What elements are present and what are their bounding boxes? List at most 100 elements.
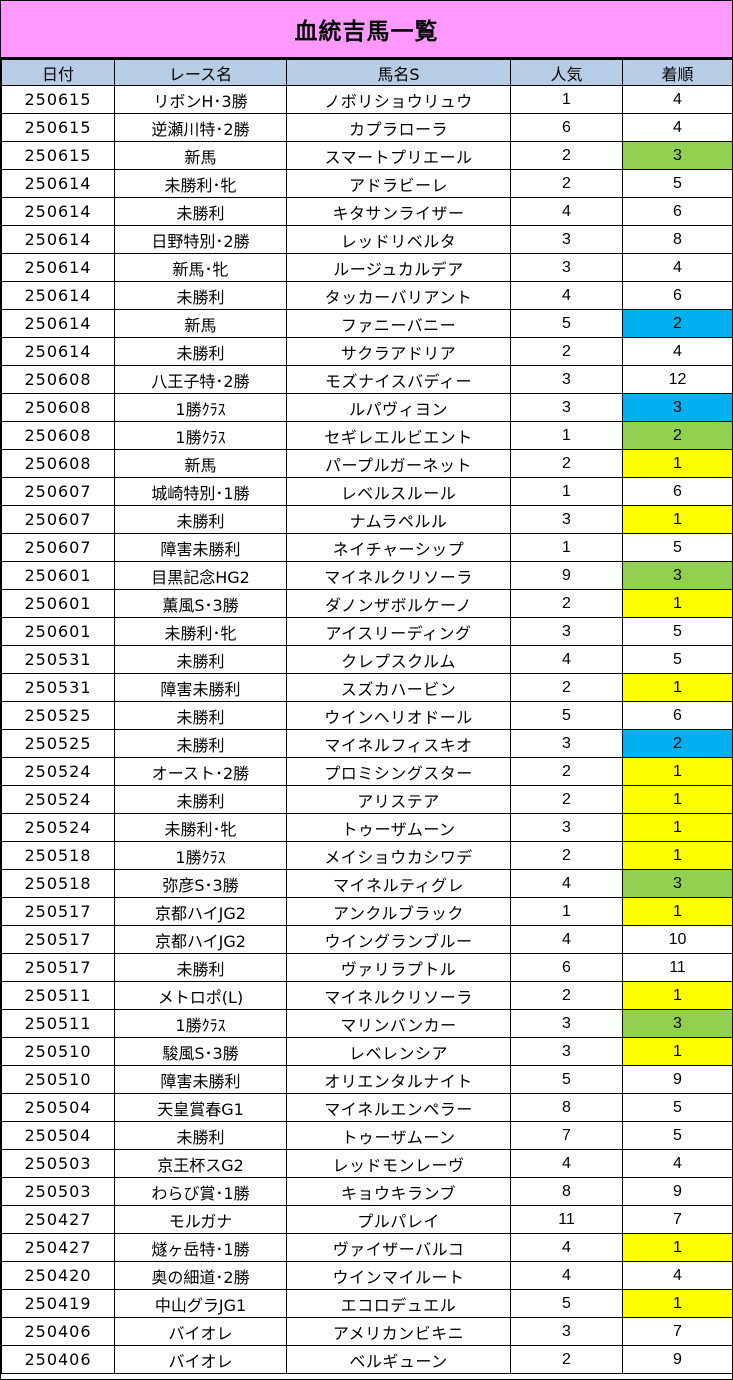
date-cell: 250524 xyxy=(1,813,115,842)
table-row: 250601 薫風S･3勝 ダノンザボルケーノ 2 1 xyxy=(1,589,733,618)
table-row: 250615 リボンH･3勝 ノボリショウリュウ 1 4 xyxy=(1,85,733,114)
race-name-cell: 京都ハイJG2 xyxy=(114,925,287,954)
race-name-cell: バイオレ xyxy=(114,1345,287,1374)
popularity-cell: 2 xyxy=(510,673,623,702)
horse-name-cell: カプラローラ xyxy=(286,113,511,142)
table-row: 250614 未勝利 サクラアドリア 2 4 xyxy=(1,337,733,366)
table-row: 250614 日野特別･2勝 レッドリベルタ 3 8 xyxy=(1,225,733,254)
popularity-cell: 2 xyxy=(510,841,623,870)
finish-cell: 1 xyxy=(622,897,733,926)
table-row: 250518 弥彦S･3勝 マイネルティグレ 4 3 xyxy=(1,869,733,898)
popularity-cell: 2 xyxy=(510,757,623,786)
date-cell: 250615 xyxy=(1,113,115,142)
table-row: 250511 メトロポ(L) マイネルクリソーラ 2 1 xyxy=(1,981,733,1010)
race-name-cell: 1勝ｸﾗｽ xyxy=(114,841,287,870)
table-row: 250510 駿風S･3勝 レベレンシア 3 1 xyxy=(1,1037,733,1066)
finish-cell: 7 xyxy=(622,1205,733,1234)
header-horse-name: 馬名S xyxy=(286,59,511,86)
finish-cell: 5 xyxy=(622,1121,733,1150)
date-cell: 250517 xyxy=(1,953,115,982)
race-name-cell: 逆瀬川特･2勝 xyxy=(114,113,287,142)
popularity-cell: 4 xyxy=(510,281,623,310)
popularity-cell: 2 xyxy=(510,141,623,170)
race-name-cell: 未勝利･牝 xyxy=(114,169,287,198)
race-name-cell: 天皇賞春G1 xyxy=(114,1093,287,1122)
popularity-cell: 1 xyxy=(510,477,623,506)
horse-name-cell: セギレエルビエント xyxy=(286,421,511,450)
header-date: 日付 xyxy=(1,59,115,86)
horse-name-cell: レベレンシア xyxy=(286,1037,511,1066)
date-cell: 250615 xyxy=(1,141,115,170)
race-name-cell: 日野特別･2勝 xyxy=(114,225,287,254)
table-row: 250504 天皇賞春G1 マイネルエンペラー 8 5 xyxy=(1,1093,733,1122)
finish-cell: 5 xyxy=(622,533,733,562)
results-table: 日付 レース名 馬名S 人気 着順 250615 リボンH･3勝 ノボリショウリュウ… xyxy=(1,59,733,1374)
horse-name-cell: マイネルクリソーラ xyxy=(286,561,511,590)
table-row: 250427 モルガナ プルパレイ 11 7 xyxy=(1,1205,733,1234)
table-row: 250525 未勝利 ウインヘリオドール 5 6 xyxy=(1,701,733,730)
race-name-cell: 未勝利 xyxy=(114,197,287,226)
table-row: 250517 京都ハイJG2 アンクルブラック 1 1 xyxy=(1,897,733,926)
date-cell: 250614 xyxy=(1,197,115,226)
finish-cell: 1 xyxy=(622,673,733,702)
date-cell: 250607 xyxy=(1,477,115,506)
race-name-cell: 1勝ｸﾗｽ xyxy=(114,421,287,450)
horse-name-cell: マリンバンカー xyxy=(286,1009,511,1038)
horse-name-cell: スズカハービン xyxy=(286,673,511,702)
horse-name-cell: ノボリショウリュウ xyxy=(286,85,511,114)
horse-name-cell: ウイングランブルー xyxy=(286,925,511,954)
finish-cell: 1 xyxy=(622,785,733,814)
date-cell: 250615 xyxy=(1,85,115,114)
race-name-cell: 駿風S･3勝 xyxy=(114,1037,287,1066)
finish-cell: 1 xyxy=(622,1233,733,1262)
race-name-cell: 新馬 xyxy=(114,449,287,478)
date-cell: 250531 xyxy=(1,673,115,702)
date-cell: 250614 xyxy=(1,337,115,366)
date-cell: 250601 xyxy=(1,561,115,590)
header-finish: 着順 xyxy=(622,59,733,86)
race-name-cell: 弥彦S･3勝 xyxy=(114,869,287,898)
table-row: 250518 1勝ｸﾗｽ メイショウカシワデ 2 1 xyxy=(1,841,733,870)
date-cell: 250518 xyxy=(1,869,115,898)
horse-name-cell: ルパヴィヨン xyxy=(286,393,511,422)
table-row: 250406 バイオレ ベルギューン 2 9 xyxy=(1,1345,733,1374)
popularity-cell: 3 xyxy=(510,1037,623,1066)
date-cell: 250524 xyxy=(1,785,115,814)
popularity-cell: 1 xyxy=(510,533,623,562)
horse-name-cell: モズナイスバディー xyxy=(286,365,511,394)
finish-cell: 11 xyxy=(622,953,733,982)
finish-cell: 3 xyxy=(622,1009,733,1038)
date-cell: 250503 xyxy=(1,1177,115,1206)
table-row: 250406 バイオレ アメリカンビキニ 3 7 xyxy=(1,1317,733,1346)
table-row: 250608 新馬 パープルガーネット 2 1 xyxy=(1,449,733,478)
date-cell: 250406 xyxy=(1,1317,115,1346)
race-name-cell: 京都ハイJG2 xyxy=(114,897,287,926)
finish-cell: 10 xyxy=(622,925,733,954)
horse-name-cell: メイショウカシワデ xyxy=(286,841,511,870)
race-name-cell: わらび賞･1勝 xyxy=(114,1177,287,1206)
table-row: 250524 未勝利 アリステア 2 1 xyxy=(1,785,733,814)
date-cell: 250525 xyxy=(1,729,115,758)
popularity-cell: 2 xyxy=(510,785,623,814)
popularity-cell: 4 xyxy=(510,925,623,954)
horse-name-cell: スマートプリエール xyxy=(286,141,511,170)
finish-cell: 1 xyxy=(622,505,733,534)
table-row: 250420 奥の細道･2勝 ウインマイルート 4 4 xyxy=(1,1261,733,1290)
horse-name-cell: アンクルブラック xyxy=(286,897,511,926)
horse-name-cell: トゥーザムーン xyxy=(286,1121,511,1150)
popularity-cell: 5 xyxy=(510,701,623,730)
horse-name-cell: ベルギューン xyxy=(286,1345,511,1374)
race-name-cell: 未勝利 xyxy=(114,701,287,730)
date-cell: 250427 xyxy=(1,1233,115,1262)
date-cell: 250510 xyxy=(1,1037,115,1066)
finish-cell: 9 xyxy=(622,1177,733,1206)
race-name-cell: 城崎特別･1勝 xyxy=(114,477,287,506)
date-cell: 250608 xyxy=(1,393,115,422)
finish-cell: 9 xyxy=(622,1065,733,1094)
horse-name-cell: エコロデュエル xyxy=(286,1289,511,1318)
horse-name-cell: レベルスルール xyxy=(286,477,511,506)
horse-name-cell: タッカーバリアント xyxy=(286,281,511,310)
date-cell: 250518 xyxy=(1,841,115,870)
horse-name-cell: ネイチャーシップ xyxy=(286,533,511,562)
header-race-name: レース名 xyxy=(114,59,287,86)
